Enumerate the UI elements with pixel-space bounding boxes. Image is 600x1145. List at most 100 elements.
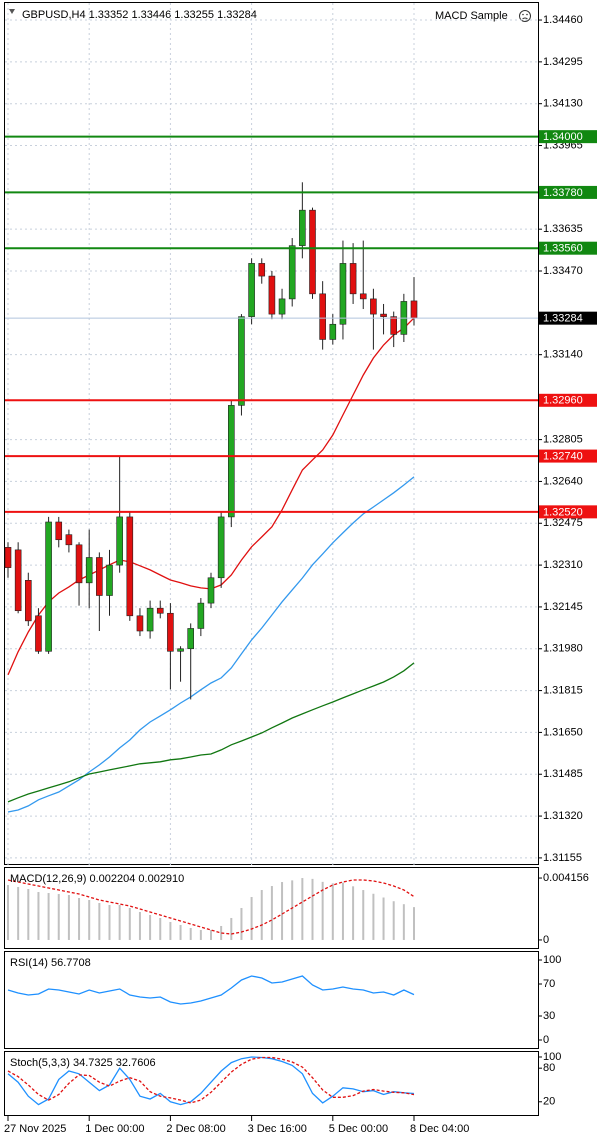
histogram-bar xyxy=(402,904,405,940)
y-tick-label: 1.31320 xyxy=(543,810,583,822)
candle-body xyxy=(85,557,93,584)
candle-body xyxy=(288,245,296,300)
candle-body xyxy=(228,405,235,518)
candle-body xyxy=(258,263,266,277)
panel-title: Stoch(5,3,3) 34.7325 32.7606 xyxy=(10,1057,156,1069)
x-tick-label: 27 Nov 2025 xyxy=(4,1123,66,1135)
candle-body xyxy=(126,516,134,617)
histogram-bar xyxy=(159,917,162,940)
candle-body xyxy=(136,615,144,632)
histogram-bar xyxy=(37,892,40,940)
histogram-bar xyxy=(118,905,121,940)
histogram-bar xyxy=(98,903,101,940)
x-tick-label: 3 Dec 16:00 xyxy=(248,1123,307,1135)
histogram-bar xyxy=(138,911,141,940)
candle-body xyxy=(238,316,245,406)
histogram-bar xyxy=(149,914,152,940)
level-tag xyxy=(539,130,597,144)
candle-body xyxy=(96,557,103,596)
level-tag xyxy=(539,505,597,519)
candle-body xyxy=(14,549,22,612)
indicator-line xyxy=(7,975,415,1005)
level-label: 1.33560 xyxy=(543,243,583,255)
indicator-line xyxy=(7,476,415,813)
face-eye xyxy=(522,13,524,16)
candle-body xyxy=(65,534,73,546)
candle-body xyxy=(278,298,286,315)
histogram-bar xyxy=(199,929,202,940)
y-tick-label: 1.33635 xyxy=(543,223,583,235)
level-label: 1.32520 xyxy=(543,506,583,518)
x-tick-label: 8 Dec 04:00 xyxy=(410,1123,469,1135)
histogram-bar xyxy=(352,886,355,940)
y-tick-label: 1.31980 xyxy=(543,643,583,655)
histogram-bar xyxy=(301,878,304,940)
histogram-bar xyxy=(78,898,81,940)
y-tick-label: 1.34295 xyxy=(543,56,583,68)
indicator-line xyxy=(7,879,415,935)
level-tag xyxy=(539,449,597,463)
y-tick-label: 1.33140 xyxy=(543,349,583,361)
histogram-bar xyxy=(27,889,30,940)
histogram-bar xyxy=(17,887,20,940)
candle-body xyxy=(197,602,205,629)
expert-label: MACD Sample xyxy=(435,10,508,22)
indicator-line xyxy=(7,662,415,803)
y-tick-label: 1.34460 xyxy=(543,14,583,26)
histogram-bar xyxy=(270,886,273,940)
candle-body xyxy=(390,316,398,335)
price-tag xyxy=(539,311,597,325)
candle-body xyxy=(75,544,83,584)
level-label: 1.32960 xyxy=(543,395,583,407)
candle-body xyxy=(329,323,337,340)
histogram-bar xyxy=(321,881,324,940)
y-tick-label: 1.31815 xyxy=(543,684,583,696)
indicator-line xyxy=(7,1056,415,1106)
candle-body xyxy=(319,293,326,340)
y-tick-label: 1.31155 xyxy=(543,852,582,864)
y-tick-label: 1.32310 xyxy=(543,559,583,571)
candle-body xyxy=(380,313,387,317)
histogram-bar xyxy=(362,890,365,940)
candle-body xyxy=(370,298,377,315)
x-tick-label: 5 Dec 00:00 xyxy=(329,1123,388,1135)
histogram-bar xyxy=(128,908,131,940)
histogram-bar xyxy=(189,927,192,940)
histogram-bar xyxy=(179,924,182,940)
face-eye xyxy=(526,13,528,16)
chart-title: GBPUSD,H4 1.33352 1.33446 1.33255 1.3328… xyxy=(22,9,257,21)
face-outline xyxy=(519,10,531,22)
y-tick-label: 1.34130 xyxy=(543,98,583,110)
candle-body xyxy=(156,607,164,614)
candle-body xyxy=(177,648,184,652)
candle-body xyxy=(410,300,418,319)
candle-body xyxy=(349,263,357,295)
histogram-bar xyxy=(88,900,91,940)
y-tick-label: 1.32640 xyxy=(543,475,583,487)
histogram-bar xyxy=(240,908,243,940)
candle-body xyxy=(339,263,347,325)
panel-title: MACD(12,26,9) 0.002204 0.002910 xyxy=(10,873,184,885)
indicator-line xyxy=(7,1056,415,1104)
macd-panel-border xyxy=(4,867,539,949)
histogram-bar xyxy=(311,878,314,940)
y-tick-label: 1.31650 xyxy=(543,726,583,738)
histogram-bar xyxy=(169,921,172,940)
candle-body xyxy=(217,516,225,579)
candle-body xyxy=(268,275,276,315)
histogram-bar xyxy=(210,929,212,940)
level-label: 1.33780 xyxy=(543,187,583,199)
candle-body xyxy=(24,580,32,622)
y-tick-label: 100 xyxy=(543,1051,561,1063)
rsi-panel-border xyxy=(4,951,539,1049)
y-tick-label: 80 xyxy=(543,1062,555,1074)
histogram-bar xyxy=(250,897,253,940)
expert-icon xyxy=(519,10,531,22)
histogram-bar xyxy=(341,882,344,940)
histogram-bar xyxy=(331,883,334,940)
histogram-bar xyxy=(291,880,294,940)
candle-body xyxy=(106,564,113,596)
candle-body xyxy=(45,521,52,652)
candle-body xyxy=(187,628,194,650)
